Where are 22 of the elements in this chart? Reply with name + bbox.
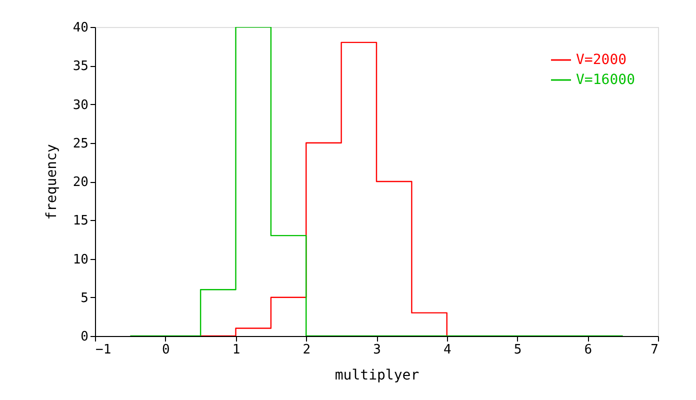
y-tick-label: 5	[80, 290, 88, 306]
y-tick-label: 40	[72, 20, 88, 36]
y-tick-label: 25	[72, 136, 88, 152]
x-tick-label: 2	[302, 342, 311, 358]
y-tick-label: 30	[72, 98, 88, 113]
y-tick-label: 0	[80, 330, 88, 344]
x-tick-label: 7	[650, 342, 658, 358]
y-axis-title: frequency	[44, 144, 60, 220]
y-tick-label: 20	[72, 175, 88, 190]
x-tick-label: 5	[514, 342, 522, 358]
x-tick-label: 6	[584, 342, 592, 358]
y-tick-label: 10	[72, 252, 88, 268]
x-tick-label: 1	[232, 342, 240, 358]
x-axis-title: multiplyer	[334, 368, 420, 384]
y-tick-label: 35	[72, 59, 88, 74]
x-tick-label: 0	[162, 342, 170, 358]
legend-label: V=16000	[576, 72, 636, 88]
y-tick-label: 15	[72, 214, 88, 229]
x-tick-label: 3	[373, 342, 381, 358]
legend-label: V=2000	[576, 52, 627, 68]
x-tick-label: 4	[443, 342, 452, 358]
x-tick-label: −1	[96, 342, 112, 358]
